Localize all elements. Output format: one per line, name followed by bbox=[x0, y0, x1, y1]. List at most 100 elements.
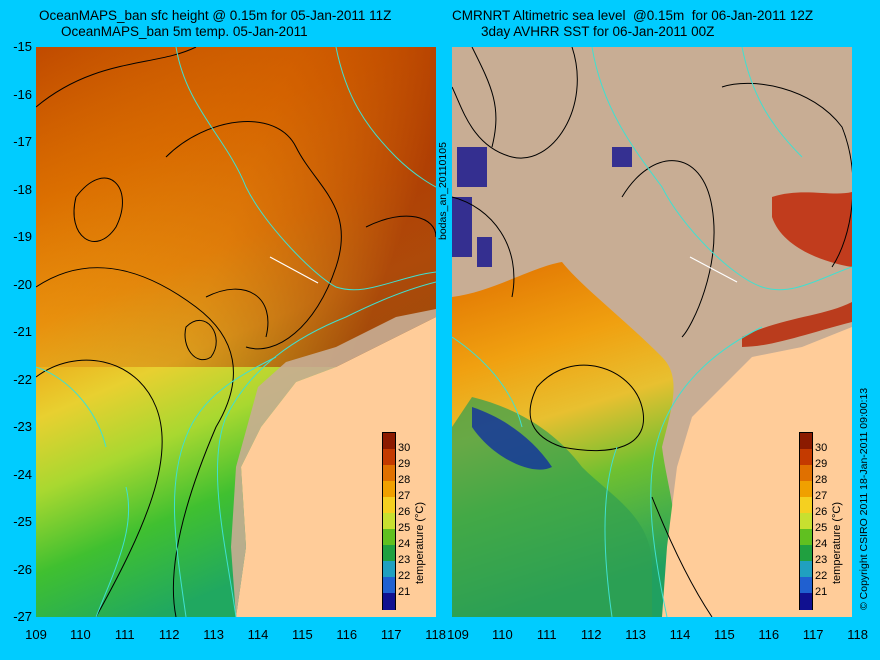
track-line bbox=[269, 256, 319, 284]
colorbar-tick-label: 30 bbox=[398, 441, 411, 454]
sea-level-contours bbox=[452, 47, 852, 617]
right-map-panel[interactable] bbox=[452, 47, 852, 617]
colorbar-tick-label: 27 bbox=[398, 489, 411, 502]
colorbar-tick-label: 26 bbox=[398, 505, 411, 518]
y-tick-label: -17 bbox=[13, 134, 32, 149]
right-title-line1: CMRNRT Altimetric sea level @0.15m for 0… bbox=[452, 8, 814, 23]
colorbar-swatch bbox=[383, 529, 395, 546]
colorbar-swatch bbox=[383, 577, 395, 594]
y-tick-label: -15 bbox=[13, 39, 32, 54]
y-tick-label: -26 bbox=[13, 561, 32, 577]
x-tick-label: 110 bbox=[70, 627, 91, 642]
sst-warm-overlay bbox=[36, 47, 436, 367]
x-tick-label: 113 bbox=[625, 627, 646, 642]
colorbar-swatch bbox=[800, 529, 812, 546]
left-title-line2: OceanMAPS_ban 5m temp. 05-Jan-2011 bbox=[61, 24, 308, 39]
colorbar-swatch bbox=[800, 561, 812, 578]
colorbar-tick-label: 23 bbox=[398, 553, 411, 566]
colorbar-swatch bbox=[800, 513, 812, 530]
colorbar-swatch bbox=[383, 593, 395, 610]
right-colorbar-title: temperature (°C) bbox=[831, 501, 843, 584]
x-tick-label: 116 bbox=[336, 627, 358, 642]
left-map-panel[interactable] bbox=[36, 47, 436, 617]
analysis-id-label: bodas_an_20110105 bbox=[437, 142, 449, 240]
colorbar-tick-label: 28 bbox=[815, 473, 828, 486]
y-tick-label: -24 bbox=[13, 466, 32, 482]
colorbar-swatch bbox=[800, 433, 812, 450]
right-title-line2: 3day AVHRR SST for 06-Jan-2011 00Z bbox=[481, 24, 715, 39]
coastal-warm-strip bbox=[742, 302, 852, 347]
colorbar-tick-label: 27 bbox=[815, 489, 828, 502]
x-tick-label: 112 bbox=[580, 627, 602, 642]
colorbar-tick-label: 29 bbox=[815, 457, 828, 470]
y-tick-label: -18 bbox=[13, 181, 32, 197]
colorbar-tick-label: 22 bbox=[815, 569, 828, 582]
colorbar-tick-label: 29 bbox=[398, 457, 411, 470]
y-tick-label: -23 bbox=[13, 419, 32, 434]
no-data-mask bbox=[231, 309, 436, 617]
y-tick-label: -20 bbox=[13, 276, 32, 292]
colorbar-swatch bbox=[383, 561, 395, 578]
left-title-line1: OceanMAPS_ban sfc height @ 0.15m for 05-… bbox=[39, 8, 392, 23]
colorbar-tick-label: 24 bbox=[398, 537, 411, 550]
colorbar-swatch bbox=[383, 497, 395, 514]
y-tick-label: -25 bbox=[13, 514, 32, 529]
x-tick-label: 114 bbox=[669, 627, 691, 642]
x-tick-label: 113 bbox=[203, 627, 224, 642]
y-tick-label: -19 bbox=[13, 229, 32, 244]
x-tick-label: 115 bbox=[292, 627, 313, 642]
colorbar-tick-label: 28 bbox=[398, 473, 411, 486]
x-tick-label: 111 bbox=[114, 627, 135, 642]
x-tick-label: 118 bbox=[425, 627, 446, 642]
colorbar-tick-label: 30 bbox=[815, 441, 828, 454]
colorbar-swatch bbox=[383, 433, 395, 450]
x-tick-label: 115 bbox=[714, 627, 735, 642]
colorbar-swatch bbox=[800, 593, 812, 610]
colorbar-swatch bbox=[800, 449, 812, 466]
colorbar-tick-label: 24 bbox=[815, 537, 828, 550]
y-tick-label: -16 bbox=[13, 86, 32, 102]
x-tick-label: 109 bbox=[25, 627, 47, 642]
x-tick-label: 118 bbox=[847, 627, 868, 642]
left-colorbar-title: temperature (°C) bbox=[414, 501, 426, 584]
colorbar-swatch bbox=[383, 513, 395, 530]
colorbar-tick-label: 25 bbox=[398, 521, 411, 534]
copyright-label: © Copyright CSIRO 2011 18-Jan-2011 09:00… bbox=[858, 387, 870, 610]
colorbar-swatch bbox=[383, 545, 395, 562]
colorbar-swatch bbox=[800, 545, 812, 562]
cold-patch bbox=[472, 407, 552, 470]
x-tick-label: 111 bbox=[536, 627, 557, 642]
x-tick-label: 117 bbox=[380, 627, 402, 642]
left-map-svg bbox=[36, 47, 436, 617]
right-colorbar bbox=[799, 432, 813, 610]
colorbar-swatch bbox=[383, 449, 395, 466]
colorbar-swatch bbox=[800, 497, 812, 514]
y-tick-label: -22 bbox=[13, 371, 32, 387]
sea-level-contours bbox=[36, 47, 436, 617]
colorbar-tick-label: 22 bbox=[398, 569, 411, 582]
colorbar-swatch bbox=[383, 481, 395, 498]
x-tick-label: 114 bbox=[247, 627, 269, 642]
colorbar-tick-label: 21 bbox=[398, 585, 411, 598]
bathymetry-contours bbox=[452, 47, 852, 617]
track-line bbox=[689, 256, 738, 283]
y-tick-label: -21 bbox=[13, 324, 32, 339]
x-tick-label: 116 bbox=[758, 627, 780, 642]
colorbar-tick-label: 26 bbox=[815, 505, 828, 518]
x-tick-label: 109 bbox=[447, 627, 469, 642]
colorbar-swatch bbox=[800, 481, 812, 498]
right-map-svg bbox=[452, 47, 852, 617]
left-colorbar bbox=[382, 432, 396, 610]
bathymetry-contours bbox=[36, 47, 436, 617]
x-tick-label: 117 bbox=[802, 627, 824, 642]
colorbar-swatch bbox=[800, 577, 812, 594]
x-tick-label: 110 bbox=[492, 627, 513, 642]
x-tick-label: 112 bbox=[158, 627, 180, 642]
colorbar-tick-label: 23 bbox=[815, 553, 828, 566]
colorbar-tick-label: 21 bbox=[815, 585, 828, 598]
colorbar-tick-label: 25 bbox=[815, 521, 828, 534]
colorbar-swatch bbox=[383, 465, 395, 482]
colorbar-swatch bbox=[800, 465, 812, 482]
y-tick-label: -27 bbox=[13, 609, 32, 624]
cold-speckles bbox=[452, 147, 632, 267]
